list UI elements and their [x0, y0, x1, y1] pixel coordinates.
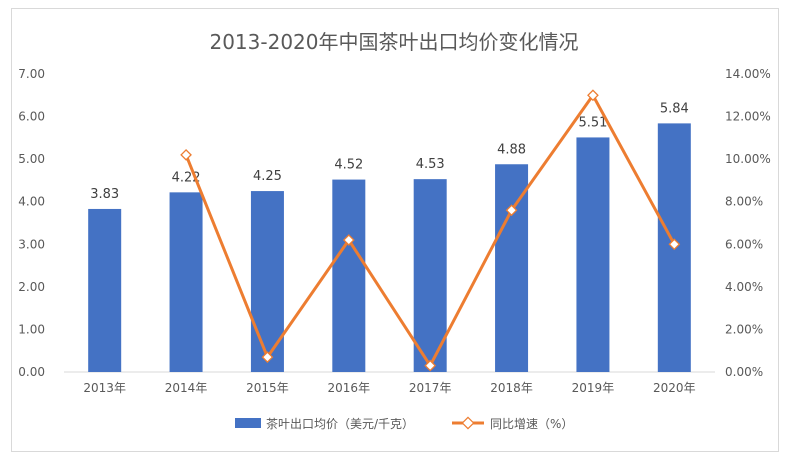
right-axis-tick-label: 2.00%	[725, 322, 763, 336]
left-axis-tick-label: 5.00	[18, 152, 45, 166]
line-point-marker	[180, 149, 192, 161]
right-axis-tick-label: 4.00%	[725, 280, 763, 294]
legend-label-bar: 茶叶出口均价（美元/千克）	[266, 416, 414, 431]
bar-data-label: 5.51	[578, 115, 607, 130]
bar	[413, 179, 447, 372]
line-series	[180, 89, 681, 372]
line-point-marker	[587, 89, 599, 102]
legend: 茶叶出口均价（美元/千克） 同比增速（%）	[235, 416, 573, 431]
bar-data-label: 4.53	[416, 157, 445, 172]
bar	[576, 137, 610, 372]
left-axis-tick-label: 7.00	[18, 67, 45, 81]
category-labels: 2013年 2014年 2015年 2016年 2017年 2018年 2019年 2020年	[83, 381, 695, 395]
bar-data-label: 4.88	[497, 142, 526, 157]
right-axis-tick-label: 6.00%	[725, 237, 763, 251]
right-axis-tick-label: 12.00%	[725, 110, 771, 124]
bar-data-label: 4.25	[253, 169, 282, 184]
legend-label-line: 同比增速（%）	[490, 417, 573, 431]
bar	[495, 164, 529, 372]
chart-frame	[11, 8, 779, 452]
left-axis-tick-label: 1.00	[18, 322, 45, 336]
left-axis-tick-label: 2.00	[18, 280, 45, 294]
category-label: 2014年	[165, 381, 208, 395]
category-label: 2013年	[83, 381, 126, 395]
category-label: 2017年	[409, 381, 452, 395]
left-axis-tick-label: 0.00	[18, 365, 45, 379]
left-axis-tick-label: 3.00	[18, 237, 45, 251]
category-label: 2018年	[490, 381, 533, 395]
right-axis-tick-label: 0.00%	[725, 365, 763, 379]
right-axis-tick-label: 14.00%	[725, 67, 771, 81]
bar-data-label: 5.84	[660, 101, 689, 116]
bar-data-label: 3.83	[90, 187, 119, 202]
bar	[88, 208, 122, 372]
left-axis-tick-label: 6.00	[18, 110, 45, 124]
category-label: 2020年	[653, 381, 696, 395]
bar	[169, 192, 203, 372]
right-axis-ticks: 0.00% 2.00% 4.00% 6.00% 8.00% 10.00% 12.00% 14.…	[725, 67, 771, 379]
bar-series	[88, 123, 691, 372]
category-label: 2016年	[328, 381, 371, 395]
category-label: 2019年	[572, 381, 615, 395]
left-axis-ticks: 0.00 1.00 2.00 3.00 4.00 5.00 6.00 7.00	[18, 67, 45, 379]
right-axis-tick-label: 10.00%	[725, 152, 771, 166]
line-point-marker	[668, 238, 681, 251]
bar	[250, 191, 284, 372]
line-point-marker	[424, 359, 437, 372]
bar-data-labels: 3.834.22 4.254.52 4.534.885.515.84	[90, 101, 689, 202]
right-axis-tick-label: 8.00%	[725, 195, 763, 209]
legend-swatch-bar	[235, 418, 261, 428]
bar-data-label: 4.52	[334, 158, 363, 173]
line-point-marker	[505, 204, 518, 217]
left-axis-tick-label: 4.00	[18, 195, 45, 209]
line-point-marker	[261, 351, 274, 363]
category-label: 2015年	[246, 381, 289, 395]
legend-swatch-marker	[461, 416, 475, 430]
chart-title: 2013-2020年中国茶叶出口均价变化情况	[209, 30, 578, 54]
bar	[332, 179, 366, 372]
line-point-marker	[342, 234, 355, 246]
